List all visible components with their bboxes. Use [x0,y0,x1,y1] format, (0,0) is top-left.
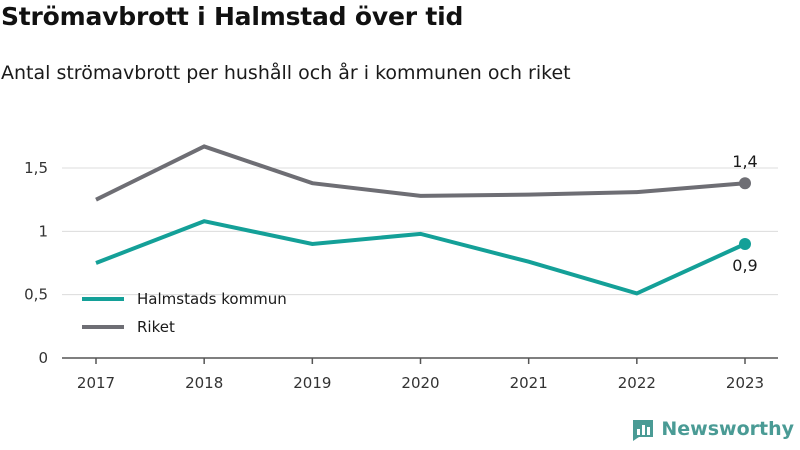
legend-label: Halmstads kommun [137,290,287,308]
x-tick-label: 2019 [293,374,331,392]
series-end-marker [739,238,751,250]
series-lines: 0,9 1,4 [95,144,758,296]
y-tick-label: 1 [38,222,48,240]
legend-label: Riket [137,318,175,336]
y-tick-label: 0,5 [24,286,48,304]
series-end-label: 0,9 [732,256,757,275]
x-tick-label: 2020 [401,374,439,392]
series-line [95,144,746,202]
y-axis-ticks: 0 0,5 1 1,5 [24,159,48,367]
y-tick-label: 1,5 [24,159,48,177]
brand-logo: Newsworthy [631,417,794,441]
chart-subtitle: Antal strömavbrott per hushåll och år i … [1,62,571,84]
x-tick-label: 2021 [510,374,548,392]
series-end-marker [739,177,751,190]
series-line [95,219,746,296]
series-end-label: 1,4 [732,152,757,171]
x-tick-label: 2017 [77,374,115,392]
legend: Halmstads kommun Riket [82,290,287,336]
x-tick-label: 2023 [726,374,764,392]
y-tick-label: 0 [38,349,48,367]
chart-title: Strömavbrott i Halmstad över tid [1,2,464,31]
x-axis-ticks: 2017 2018 2019 2020 2021 2022 2023 [77,358,764,392]
brand-name: Newsworthy [661,418,794,440]
x-tick-label: 2018 [185,374,223,392]
bar-chart-logo-icon [633,420,654,441]
x-tick-label: 2022 [618,374,656,392]
